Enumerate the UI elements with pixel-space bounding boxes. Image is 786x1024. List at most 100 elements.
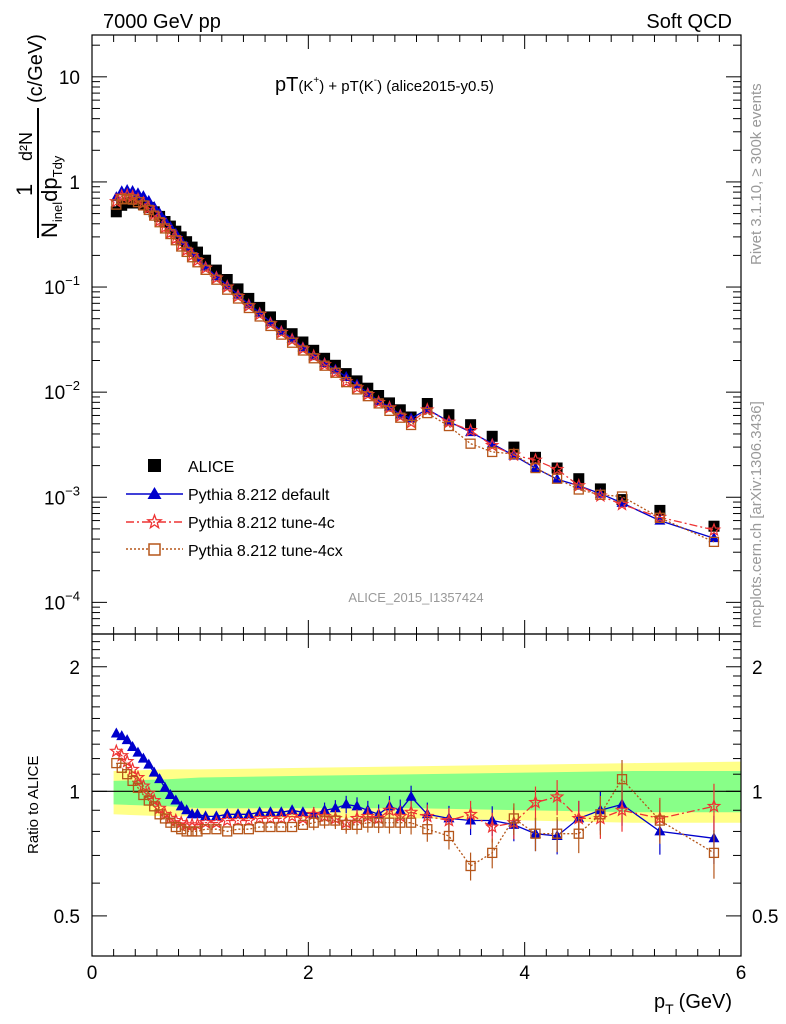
tune-4cx-point: [573, 484, 584, 495]
tune-4cx-ratio-point: [170, 821, 181, 833]
y-tick-label-bottom-left: 0.5: [54, 907, 80, 928]
tune-4cx-ratio-point: [286, 821, 298, 833]
default-ratio-point: [121, 734, 133, 745]
default-point: [594, 487, 606, 498]
tune-4cx-point: [222, 284, 233, 295]
tune-4cx-ratio-point: [222, 826, 233, 837]
y-tick-label-bottom-left: 1: [69, 782, 80, 803]
y-axis-label-top: 1 d²N NineldpTdy (c/GeV): [12, 34, 65, 238]
ratio-panel: [92, 727, 742, 881]
tune-4c-ratio-point: [706, 798, 722, 813]
tune-4cx-ratio-point: [508, 813, 520, 824]
svg-text:Pythia 8.212 tune-4cx: Pythia 8.212 tune-4cx: [188, 543, 343, 560]
tune-4cx-ratio-point: [573, 828, 584, 839]
svg-text:Pythia 8.212 default: Pythia 8.212 default: [188, 487, 330, 504]
rivet-info: Rivet 3.1.10, ≥ 300k events: [748, 83, 765, 265]
x-tick-label: 6: [736, 963, 747, 984]
tune-4cx-point: [192, 257, 203, 268]
default-ratio-point: [170, 794, 182, 805]
y-tick-label-bottom-right: 0.5: [752, 907, 778, 928]
tune-4cx-point: [211, 274, 222, 285]
legend: ALICE Pythia 8.212 default Pythia 8.212 …: [126, 459, 343, 560]
tune-4cx-point: [132, 196, 144, 208]
tune-4c-ratio-point: [152, 800, 167, 815]
tune-4cx-ratio-point: [181, 826, 192, 837]
tune-4cx-ratio-point: [384, 817, 395, 828]
default-ratio-point: [143, 758, 155, 769]
x-tick-label: 2: [303, 963, 314, 984]
tune-4cx-point: [708, 536, 720, 548]
category-label: Soft QCD: [646, 11, 732, 33]
tune-4cx-point: [286, 337, 298, 348]
tune-4c-point: [549, 461, 565, 476]
tune-4c-point: [441, 414, 457, 429]
tune-4cx-point: [530, 462, 541, 474]
default-line: [115, 189, 715, 539]
y-tick-label-bottom-right: 1: [752, 782, 763, 803]
default-ratio-point: [148, 766, 160, 777]
tune-4cx-point: [443, 420, 455, 432]
tune-4cx-ratio-point: [127, 775, 138, 787]
tune-4c-ratio-point: [441, 812, 457, 827]
legend-item-default: Pythia 8.212 default: [126, 487, 330, 504]
tune-4cx-ratio-point: [465, 860, 476, 872]
default-ratio-point: [175, 800, 187, 811]
y-tick-label-top: 10−4: [44, 588, 80, 614]
tune-4cx-ratio-point: [276, 821, 287, 833]
legend-item-tune-4c: Pythia 8.212 tune-4c: [126, 513, 335, 532]
tune-4cx-ratio-point: [232, 824, 244, 835]
tune-4cx-ratio-point: [654, 815, 666, 826]
alice-point: [708, 520, 720, 532]
y-tick-label-top: 10−1: [44, 273, 80, 299]
tune-4cx-point: [111, 199, 122, 210]
default-ratio-point: [132, 746, 144, 757]
alice-point: [551, 462, 563, 474]
tune-4cx-point: [551, 473, 563, 484]
tune-4c-ratio-point: [136, 778, 151, 793]
tune-4cx-point: [200, 264, 211, 275]
tune-4cx-ratio-point: [595, 809, 606, 820]
svg-text:NineldpTdy: NineldpTdy: [37, 155, 65, 238]
tune-4cx-ratio-point: [443, 830, 455, 842]
tune-4cx-ratio-point: [122, 769, 133, 780]
alice-point: [210, 264, 222, 276]
tune-4c-line: [115, 194, 715, 531]
plot-title: pT(K+) + pT(K-) (alice2015-y0.5): [275, 74, 494, 96]
svg-text:(c/GeV): (c/GeV): [25, 34, 47, 103]
default-ratio-point: [164, 788, 176, 799]
tune-4cx-ratio-point: [265, 821, 276, 833]
tune-4cx-point: [654, 512, 666, 523]
default-ratio-point: [340, 798, 352, 809]
tune-4c-ratio-point: [484, 819, 500, 834]
tune-4cx-ratio-point: [395, 817, 406, 828]
tune-4cx-ratio-point: [319, 815, 330, 826]
default-ratio-point: [159, 781, 171, 792]
tune-4cx-point: [122, 193, 133, 204]
default-point: [143, 194, 155, 205]
tune-4cx-point: [297, 345, 309, 356]
tune-4cx-ratio-point: [149, 801, 160, 812]
y-tick-label-top: 10−2: [44, 378, 80, 404]
legend-item-alice: ALICE: [148, 459, 234, 476]
tune-4cx-ratio-point: [373, 817, 384, 828]
tune-4cx-ratio-point: [116, 762, 127, 773]
tune-4cx-ratio-point: [422, 824, 433, 835]
svg-text:d²N: d²N: [16, 132, 36, 161]
tune-4cx-ratio-point: [143, 795, 154, 806]
tune-4cx-ratio-point: [330, 815, 341, 826]
tune-4cx-point: [232, 293, 244, 304]
default-ratio-point: [405, 790, 417, 801]
tune-4cx-ratio-point: [254, 821, 265, 833]
energy-label: 7000 GeV pp: [103, 11, 221, 33]
tune-4cx-ratio-point: [132, 782, 144, 793]
tune-4c-ratio-point: [241, 812, 257, 827]
default-ratio-point: [329, 802, 341, 813]
tune-4cx-ratio-point: [138, 789, 149, 801]
tune-4cx-ratio-point: [297, 819, 309, 830]
tune-4cx-point: [362, 391, 373, 402]
tune-4c-ratio-point: [614, 802, 630, 817]
svg-text:Pythia 8.212 tune-4c: Pythia 8.212 tune-4c: [188, 515, 335, 532]
tune-4cx-ratio-point: [351, 819, 363, 830]
spectrum-panel: [108, 184, 722, 548]
tune-4c-point: [706, 522, 722, 537]
